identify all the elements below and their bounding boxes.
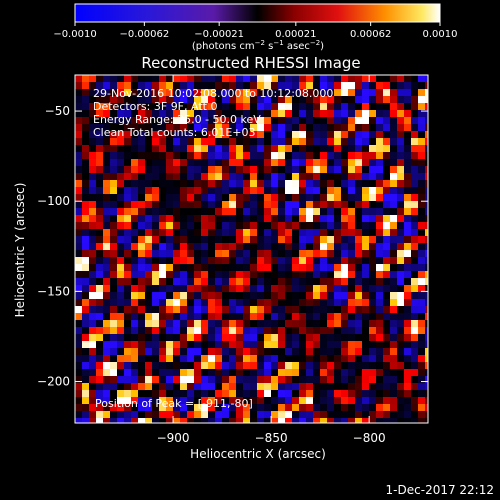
footer-timestamp: 1-Dec-2017 22:12 — [386, 483, 494, 497]
colorbar-tick-label: 0.00021 — [275, 29, 316, 40]
colorbar-tick-label: −0.00021 — [194, 29, 244, 40]
x-tick-label: −900 — [157, 431, 190, 445]
plot-frame — [74, 74, 429, 424]
x-axis-label: Heliocentric X (arcsec) — [190, 447, 326, 461]
x-tick-label: −850 — [255, 431, 288, 445]
colorbar-tick-label: 0.0010 — [423, 29, 458, 40]
annotation-detectors: Detectors: 3F 9F, Att 0 — [93, 100, 217, 113]
x-tick-label: −800 — [353, 431, 386, 445]
annotation-time-range: 29-Nov-2016 10:02:08.000 to 10:12:08.000 — [93, 87, 333, 100]
annotation-clean: Clean Total counts: 6.01E+03 — [93, 126, 256, 139]
heatmap-image — [75, 75, 428, 423]
y-tick-label: −50 — [45, 104, 70, 118]
colorbar-units: (photons cm−2 s−1 asec−2) — [192, 39, 324, 52]
colorbar-tick-label: −0.0010 — [53, 29, 96, 40]
colorbar — [75, 4, 440, 22]
y-axis-label: Heliocentric Y (arcsec) — [13, 183, 27, 318]
colorbar-tick-label: 0.00062 — [350, 29, 391, 40]
y-tick-label: −100 — [37, 194, 70, 208]
y-tick-label: −150 — [37, 284, 70, 298]
colorbar-ticks: −0.0010 −0.00062 −0.00021 0.00021 0.00062 0.0… — [53, 22, 458, 40]
colorbar-tick-label: −0.00062 — [119, 29, 169, 40]
colorbar-frame — [74, 3, 441, 23]
annotation-peak: Position of Peak = [-911,-80] — [95, 397, 253, 410]
y-tick-label: −200 — [37, 375, 70, 389]
chart-title: Reconstructed RHESSI Image — [141, 54, 360, 72]
axis-ticks: −900 −850 −800 −50 −100 −150 −200 — [37, 75, 428, 445]
annotation-energy: Energy Range: 25.0 - 50.0 keV — [93, 113, 261, 126]
